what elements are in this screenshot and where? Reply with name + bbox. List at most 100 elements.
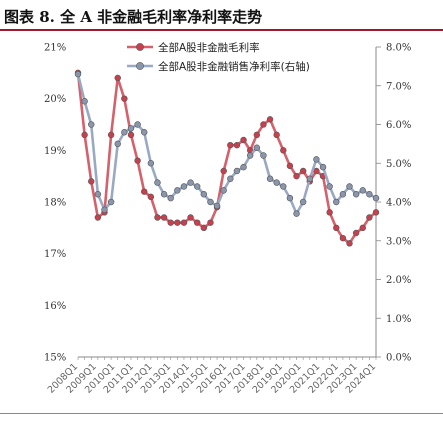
data-point [88,178,95,185]
data-point [227,175,234,182]
data-point [74,70,82,78]
data-point [333,224,340,232]
data-point [213,202,221,210]
data-point [180,183,188,190]
y-left-tick-label: 15% [44,353,66,364]
legend-label: 全部A股非金融销售净利率(右轴) [158,60,310,73]
data-point [339,191,347,198]
data-point [227,141,234,149]
data-point [220,167,227,175]
data-point [107,131,115,139]
data-point [134,157,141,164]
data-point [200,191,208,198]
data-point [286,162,294,170]
data-point [207,198,214,206]
data-point [134,121,141,128]
data-point [147,160,155,167]
data-point [187,179,194,186]
data-point [366,191,373,198]
data-point [313,156,320,163]
data-point [88,121,95,128]
data-point [240,136,247,144]
y-right-tick-label: 1.0% [386,314,411,325]
data-point [352,229,360,237]
data-point [266,116,274,123]
data-point [174,187,181,194]
data-point [319,163,327,171]
data-point [101,206,108,213]
data-point [280,147,287,154]
data-point [141,188,148,195]
data-point [141,129,148,136]
data-point [194,183,201,190]
y-right-tick-label: 5.0% [386,159,411,170]
data-point [240,163,247,171]
data-point [154,214,161,221]
data-point [352,191,360,198]
data-point [180,219,188,226]
data-point [286,194,294,202]
y-left-tick-label: 21% [44,43,66,54]
data-point [233,141,241,149]
data-point [200,224,208,232]
y-left-tick-label: 19% [44,146,66,157]
y-left-tick-label: 20% [44,94,66,105]
data-point [160,214,168,221]
data-point [81,131,88,139]
data-point [326,209,333,216]
data-point [160,191,168,198]
title-bar: 图表 8. 全 A 非金融毛利率净利率走势 [0,0,443,32]
y-right-tick-label: 8.0% [386,43,411,54]
data-point [273,179,280,186]
data-point [253,144,260,151]
data-point [299,167,307,175]
data-point [187,214,194,221]
y-left-tick-label: 18% [44,198,66,209]
data-point [273,131,280,139]
y-right-tick-label: 2.0% [386,275,411,286]
bottom-rule [0,413,443,414]
data-point [306,175,313,182]
data-point [207,219,214,226]
data-point [127,131,135,139]
data-point [339,234,347,242]
data-point [366,214,373,221]
data-point [280,183,287,190]
y-left-tick-label: 17% [44,249,66,260]
data-point [81,98,88,105]
series-line-1 [76,73,377,215]
data-point [346,183,353,190]
data-point [167,194,174,202]
legend-swatch-marker [136,62,144,70]
y-right-tick-label: 0.0% [386,353,411,364]
data-point [260,121,267,128]
data-point [359,224,366,232]
data-point [194,219,201,226]
data-point [326,183,333,190]
legend-label: 全部A股非金融毛利率 [158,41,260,54]
data-point [121,129,128,136]
data-point [121,95,128,102]
data-point [293,172,300,180]
y-right-tick-label: 3.0% [386,236,411,247]
data-point [220,187,227,194]
data-point [266,175,274,182]
data-point [246,152,254,159]
y-right-tick-label: 7.0% [386,81,411,92]
data-point [94,191,102,198]
data-point [94,214,102,221]
data-point [260,152,267,159]
data-point [174,219,181,226]
data-point [167,219,174,226]
data-point [107,198,115,206]
title-rule [0,29,443,31]
data-point [333,198,340,206]
y-right-tick-label: 6.0% [386,120,411,131]
data-point [154,179,161,186]
y-right-tick-label: 4.0% [386,198,411,209]
legend-swatch-marker [136,43,144,51]
series-line-0 [76,72,377,245]
data-point [127,125,135,132]
data-point [299,198,307,206]
